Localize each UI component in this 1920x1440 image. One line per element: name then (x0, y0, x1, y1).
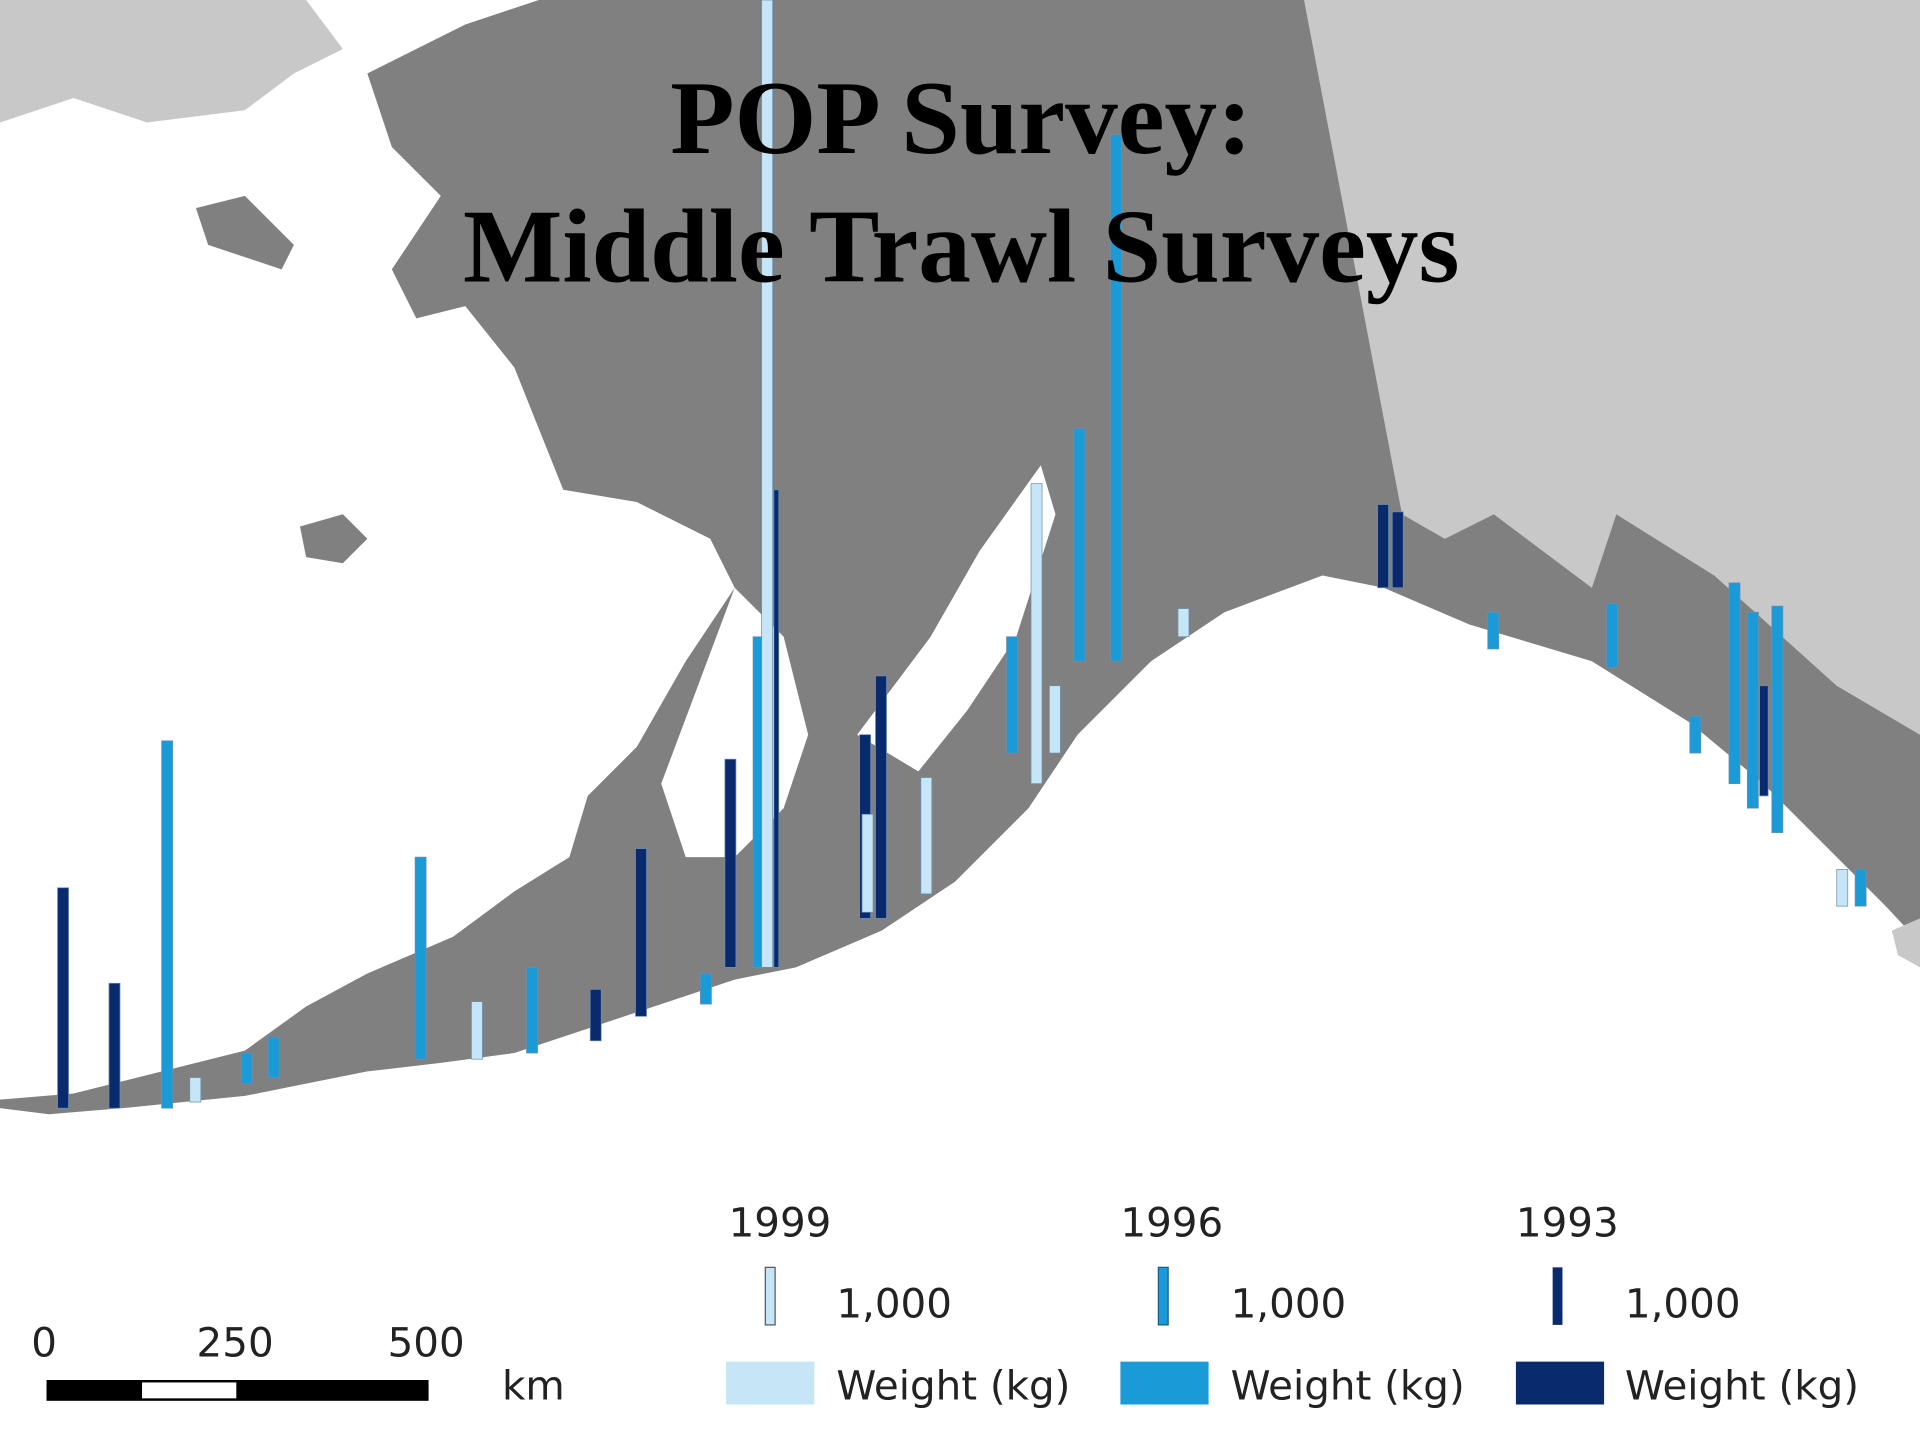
survey-bar (1391, 511, 1404, 589)
survey-bar (414, 856, 427, 1060)
legend-swatch (1120, 1361, 1209, 1405)
legend-swatch (1515, 1361, 1605, 1405)
survey-bar (1073, 428, 1086, 662)
survey-bar (1854, 869, 1867, 907)
alaska (0, 0, 1920, 1115)
survey-bar (471, 1001, 483, 1060)
survey-bar (861, 813, 874, 913)
survey-bar (1746, 611, 1759, 809)
survey-bar (1006, 636, 1018, 754)
survey-bar (1728, 582, 1741, 785)
scale-bar-segment (142, 1382, 237, 1399)
legend-bar (1552, 1267, 1563, 1325)
legend-bar (764, 1266, 776, 1326)
survey-bar (635, 848, 647, 1017)
survey-bar (526, 966, 538, 1054)
survey-bar (1771, 605, 1784, 834)
island (1891, 918, 1920, 968)
island (300, 514, 368, 564)
survey-bar (1759, 685, 1769, 797)
survey-bar (240, 1052, 253, 1085)
legend-label: Weight (kg) (1625, 1362, 1859, 1410)
canada (1304, 0, 1920, 735)
survey-bar (1606, 603, 1618, 668)
survey-bar (773, 489, 780, 968)
legend-size-label: 1,000 (1231, 1280, 1347, 1328)
legend-year: 1996 (1120, 1199, 1223, 1247)
island (808, 783, 870, 858)
legend-year: 1999 (729, 1199, 832, 1247)
legend-swatch (726, 1361, 815, 1405)
legend-size-label: 1,000 (836, 1280, 952, 1328)
legend: 1999 1996 1993 1,000 1,000 1,000 Weight … (726, 1199, 1859, 1410)
survey-bar (1177, 608, 1190, 638)
survey-bar (161, 740, 174, 1109)
survey-bar (589, 989, 602, 1042)
survey-bar (1110, 134, 1122, 662)
survey-bar (761, 0, 774, 968)
scale-bar-frame (46, 1380, 429, 1401)
title-line: POP Survey: (670, 59, 1252, 176)
survey-bar (724, 758, 737, 968)
survey-bars (57, 0, 1867, 1109)
scale-tick-label: 500 (388, 1319, 465, 1367)
survey-bar (700, 973, 712, 1005)
survey-bar (1487, 611, 1500, 650)
survey-bar (57, 887, 69, 1109)
survey-bar (1030, 483, 1043, 785)
legend-label: Weight (kg) (836, 1362, 1070, 1410)
survey-bar (189, 1077, 202, 1103)
survey-bar (1049, 685, 1061, 754)
russia (0, 0, 343, 123)
survey-bar (920, 777, 933, 895)
survey-bar (875, 675, 887, 919)
title-line: Middle Trawl Surveys (463, 188, 1459, 305)
scale-bar: 0 250 500 km (31, 1319, 565, 1410)
survey-bar (1836, 869, 1849, 907)
cook-inlet (857, 465, 1056, 772)
survey-bar (1689, 715, 1702, 754)
legend-size-label: 1,000 (1625, 1280, 1741, 1328)
island (195, 195, 294, 270)
scale-tick-label: 0 (31, 1319, 57, 1367)
legend-label: Weight (kg) (1231, 1362, 1465, 1410)
legend-bar (1157, 1266, 1169, 1326)
scale-unit: km (502, 1362, 565, 1410)
survey-bar (108, 982, 121, 1109)
legend-year: 1993 (1516, 1199, 1619, 1247)
scale-tick-label: 250 (197, 1319, 274, 1367)
survey-bar (1377, 504, 1389, 589)
survey-bar (267, 1036, 280, 1078)
